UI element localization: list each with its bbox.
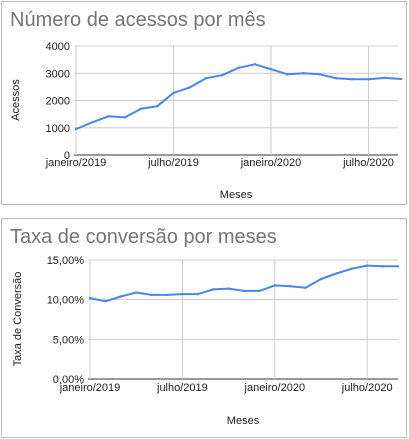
data-point: [381, 265, 384, 268]
y-tick-label: 2000: [46, 96, 70, 108]
data-point: [227, 287, 230, 290]
data-point: [318, 73, 321, 76]
data-point: [74, 127, 78, 131]
conversion-line-chart: 0,00% 5,00% 10,00% 15,00% janeiro/2019 julho/…: [12, 255, 400, 427]
x-axis-title: Meses: [220, 189, 253, 201]
data-point: [181, 292, 184, 296]
data-point: [367, 78, 370, 81]
x-tick-label: julho/2019: [156, 382, 208, 394]
data-point: [172, 91, 175, 95]
data-point: [302, 72, 305, 75]
chart-title: Taxa de conversão por meses: [10, 226, 277, 248]
data-point: [383, 76, 386, 80]
data-point: [351, 78, 354, 81]
data-point: [242, 289, 246, 293]
x-axis-title: Meses: [227, 415, 260, 427]
accesses-chart-panel: Número de acessos por mês 0 1000 2000 3000 4…: [1, 1, 407, 205]
y-tick-label: 3000: [46, 68, 70, 80]
data-point: [396, 265, 400, 268]
data-point: [165, 293, 169, 297]
data-point: [366, 264, 369, 267]
series-line: [75, 63, 402, 131]
data-point: [399, 77, 403, 81]
data-point: [334, 76, 338, 80]
data-point: [269, 67, 273, 71]
x-tick-label: janeiro/2020: [240, 157, 302, 169]
data-point: [91, 121, 94, 124]
data-point: [289, 284, 292, 288]
y-tick-label: 0,00%: [53, 374, 84, 386]
x-tick-label: julho/2020: [342, 157, 394, 169]
data-point: [88, 296, 92, 300]
y-tick-label: 5,00%: [53, 334, 84, 346]
data-point: [139, 107, 143, 110]
y-tick-label: 0: [64, 150, 70, 162]
x-tick-label: janeiro/2019: [45, 157, 107, 169]
y-axis-title: Acessos: [10, 79, 22, 121]
data-point: [188, 86, 191, 89]
data-point: [123, 116, 126, 119]
x-tick-label: julho/2019: [147, 157, 199, 169]
data-point: [286, 73, 289, 76]
data-point: [135, 291, 138, 294]
data-point: [204, 76, 208, 80]
data-point: [156, 105, 159, 108]
x-tick-label: janeiro/2020: [244, 382, 306, 394]
data-point: [258, 289, 261, 293]
accesses-line-chart: 0 1000 2000 3000 4000 janeiro/2019 julho/2019 j…: [10, 41, 403, 201]
data-point: [107, 115, 110, 118]
data-point: [150, 293, 153, 297]
y-tick-label: 10,00%: [47, 295, 85, 307]
data-point: [319, 277, 323, 281]
data-point: [104, 300, 107, 303]
series-line: [89, 264, 398, 303]
data-point: [253, 63, 256, 66]
data-point: [221, 73, 224, 77]
chart-title: Número de acessos por mês: [10, 9, 266, 31]
conversion-chart-panel: Taxa de conversão por meses 0,00% 5,00% 10…: [1, 218, 407, 438]
y-tick-label: 15,00%: [47, 255, 85, 267]
x-tick-label: janeiro/2019: [59, 382, 121, 394]
data-point: [350, 267, 353, 270]
data-point: [237, 66, 240, 70]
y-tick-label: 1000: [46, 123, 70, 135]
y-tick-label: 4000: [46, 41, 70, 53]
data-point: [196, 292, 199, 296]
x-tick-label: julho/2020: [341, 382, 393, 394]
y-axis-title: Taxa de Conversão: [12, 272, 24, 367]
data-point: [119, 295, 123, 298]
data-point: [335, 272, 338, 275]
data-point: [273, 284, 276, 287]
data-point: [304, 286, 307, 289]
data-point: [212, 288, 215, 291]
